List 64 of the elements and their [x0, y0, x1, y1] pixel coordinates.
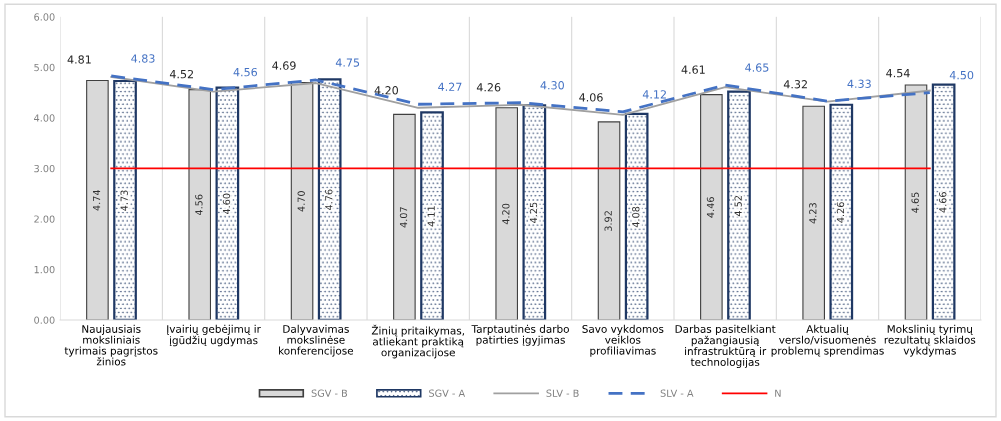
data-label: 4.52	[734, 195, 742, 217]
data-label: 4.61	[681, 65, 705, 74]
data-label: 4.07	[399, 207, 408, 228]
data-label: 4.76	[325, 189, 333, 211]
bar	[215, 86, 240, 320]
data-label: 4.25	[529, 202, 538, 223]
y-tick-label: 5.00	[34, 63, 55, 72]
data-label: 4.75	[335, 58, 360, 67]
data-label: 4.30	[540, 81, 564, 90]
data-label: 4.60	[222, 193, 231, 215]
data-label: 4.32	[783, 80, 807, 89]
data-label: 4.56	[233, 67, 258, 77]
data-label: 4.06	[579, 93, 603, 102]
data-label: 3.92	[604, 211, 612, 232]
data-label: 4.20	[502, 203, 510, 225]
data-label: 4.26	[836, 202, 845, 223]
data-label: 4.65	[911, 192, 919, 213]
data-label: 4.52	[169, 69, 193, 79]
data-label: 4.81	[67, 55, 91, 64]
bar	[727, 90, 751, 320]
data-label: 4.56	[195, 194, 203, 216]
x-tick-label: Dalyvavimas mokslinėse konferencijose	[279, 324, 354, 357]
data-label: 4.83	[131, 54, 155, 63]
data-label: 4.50	[949, 70, 974, 80]
legend-label: SGV - A	[429, 389, 466, 397]
data-label: 4.26	[476, 83, 501, 92]
x-tick-label: Įvairių gebėjimų ir įgūdžių ugdymas	[167, 324, 261, 347]
bar	[829, 103, 854, 320]
y-tick-label: 4.00	[34, 114, 55, 122]
x-tick-label: Tarptautinės darbo patirties įgyjimas	[471, 324, 569, 346]
data-label: 4.27	[438, 82, 462, 91]
data-label: 4.23	[809, 203, 817, 224]
data-label: 4.73	[120, 190, 128, 211]
data-label: 4.46	[706, 197, 715, 218]
x-tick-label: Žinių pritaikymas, atliekant praktiką organizacijose	[371, 324, 465, 359]
x-tick-label: Mokslinių tyrimų rezultatų sklaidos vykdymas	[884, 324, 976, 357]
data-label: 4.11	[427, 206, 435, 227]
bar	[317, 78, 342, 320]
data-label: 4.12	[642, 90, 666, 99]
data-label: 4.08	[632, 206, 640, 228]
x-tick-label: Naujausiais moksliniais tyrimais pagrįstos žinios	[64, 324, 158, 366]
data-label: 4.69	[272, 61, 296, 70]
bar	[522, 104, 547, 320]
y-tick-label: 2.00	[34, 215, 55, 223]
legend-label: SGV - B	[311, 389, 348, 397]
bar	[931, 83, 956, 320]
x-tick-label: Savo vykdomos veiklos profiliavimas	[582, 324, 664, 357]
data-label: 4.65	[745, 63, 769, 72]
legend-label: SLV - A	[660, 389, 694, 397]
data-label: 4.54	[886, 69, 910, 78]
data-label: 4.20	[374, 86, 399, 95]
data-label: 4.33	[847, 79, 871, 88]
y-tick-label: 0.00	[34, 316, 55, 324]
y-tick-label: 3.00	[34, 164, 55, 173]
bar	[420, 111, 444, 320]
y-tick-label: 6.00	[34, 13, 55, 21]
y-tick-label: 1.00	[34, 265, 55, 274]
bar	[624, 112, 649, 320]
legend-label: SLV - B	[546, 389, 579, 397]
data-label: 4.74	[93, 189, 101, 211]
bar	[113, 79, 137, 320]
data-label: 4.66	[939, 192, 947, 213]
legend-label: N	[775, 389, 781, 397]
data-label: 4.70	[297, 191, 305, 212]
